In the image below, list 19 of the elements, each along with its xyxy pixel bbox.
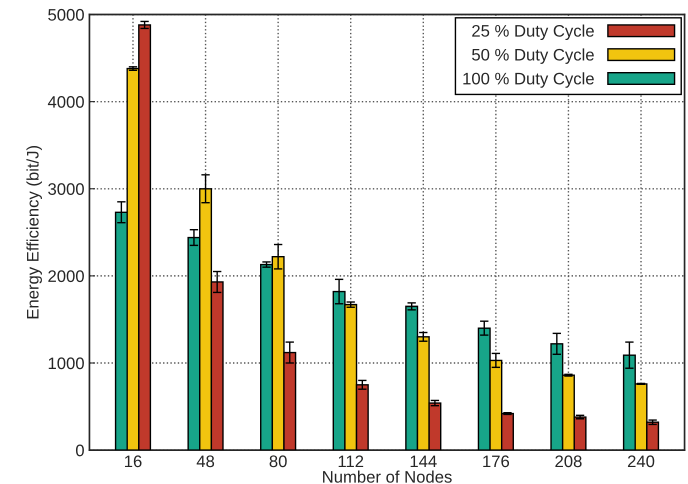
y-tick-label: 4000 — [48, 96, 84, 108]
x-tick-label: 48 — [196, 455, 214, 468]
y-axis-title: Energy Efficiency (bit/J) — [26, 146, 42, 318]
x-tick-label: 176 — [483, 455, 510, 468]
x-tick-label: 144 — [410, 456, 437, 468]
y-tick-label: 0 — [76, 444, 84, 456]
legend-label: 100 % Duty Cycle — [463, 72, 594, 88]
x-tick-label: 208 — [555, 455, 582, 468]
x-tick-label: 240 — [628, 455, 654, 468]
y-tick-label: 5000 — [48, 8, 84, 21]
x-tick-label: 112 — [338, 455, 364, 468]
x-axis-title: Number of Nodes — [323, 470, 452, 483]
y-tick-label: 2000 — [48, 270, 84, 282]
legend-label: 25 % Duty Cycle — [472, 24, 594, 40]
y-tick-label: 3000 — [48, 183, 84, 195]
x-tick-label: 80 — [270, 455, 287, 468]
legend-label: 50 % Duty Cycle — [472, 48, 594, 64]
y-tick-label: 1000 — [48, 357, 84, 370]
x-tick-label: 16 — [124, 455, 142, 468]
